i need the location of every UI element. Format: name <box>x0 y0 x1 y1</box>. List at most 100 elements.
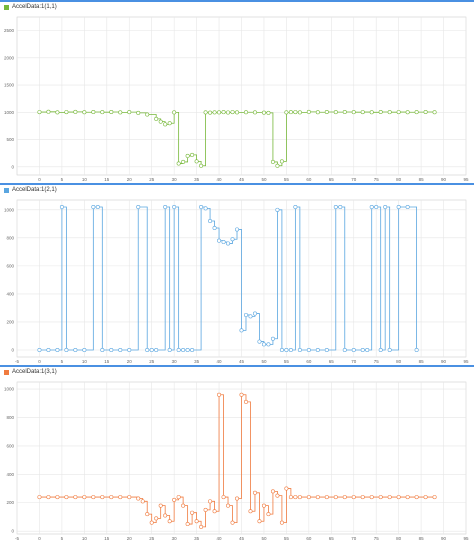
data-point <box>396 110 401 115</box>
y-tick-label: 2000 <box>4 55 15 60</box>
x-tick-label: 20 <box>127 177 133 182</box>
data-point <box>396 205 401 210</box>
data-point <box>91 495 96 500</box>
data-point <box>64 347 69 352</box>
data-point <box>221 495 226 500</box>
x-tick-label: 85 <box>419 536 425 541</box>
data-point <box>167 121 172 126</box>
data-point <box>266 342 271 347</box>
data-point <box>342 495 347 500</box>
data-point <box>109 495 114 500</box>
x-tick-label: 25 <box>149 536 155 541</box>
plot-area-3[interactable]: -5 0 5 10 15 20 25 30 35 40 45 50 55 60 65 70 75 80 85 90 95… <box>0 380 474 542</box>
y-tick-label: 600 <box>6 443 14 448</box>
data-point <box>288 495 293 500</box>
data-point <box>387 347 392 352</box>
data-point <box>181 347 186 352</box>
data-point <box>248 314 253 319</box>
legend-swatch-2 <box>4 188 9 193</box>
x-tick-label: 60 <box>306 177 312 182</box>
data-point <box>212 110 217 115</box>
data-point <box>252 311 257 316</box>
data-point <box>360 495 365 500</box>
data-point <box>288 110 293 115</box>
data-point <box>145 512 150 517</box>
x-tick-label: 25 <box>149 359 155 364</box>
y-tick-label: 1000 <box>4 387 15 392</box>
data-point <box>235 227 240 232</box>
legend-label-1[interactable]: AccelData:1(1,1) <box>12 4 57 10</box>
data-point <box>136 496 141 501</box>
data-point <box>46 347 51 352</box>
data-point <box>387 110 392 115</box>
data-point <box>149 347 154 352</box>
x-tick-label: 70 <box>351 359 357 364</box>
x-tick-label: 10 <box>82 359 88 364</box>
data-point <box>315 110 320 115</box>
data-point <box>194 159 199 164</box>
data-point <box>127 347 132 352</box>
y-tick-label: 400 <box>6 472 14 477</box>
legend-label-3[interactable]: AccelData:1(3,1) <box>12 369 57 375</box>
data-point <box>342 347 347 352</box>
data-point <box>181 159 186 164</box>
x-tick-label: 90 <box>441 536 447 541</box>
data-point <box>37 110 42 115</box>
y-tick-label: 500 <box>6 137 14 142</box>
x-tick-label: 55 <box>284 359 290 364</box>
x-tick-label: 15 <box>104 536 110 541</box>
data-point <box>306 109 311 114</box>
data-point <box>243 399 248 404</box>
y-tick-label: 200 <box>6 500 14 505</box>
x-tick-label: 50 <box>261 536 267 541</box>
x-tick-label: 75 <box>374 359 380 364</box>
data-point <box>100 110 105 115</box>
plot-area-2[interactable]: -5 0 5 10 15 20 25 30 35 40 45 50 55 60 65 70 75 80 85 90 95… <box>0 198 474 365</box>
x-tick-label: 45 <box>239 536 245 541</box>
data-point <box>127 110 132 115</box>
x-tick-label: 95 <box>463 177 469 182</box>
legend-swatch-3 <box>4 370 9 375</box>
x-tick-label: 65 <box>329 177 335 182</box>
data-point <box>378 110 383 115</box>
data-point <box>279 159 284 164</box>
data-point <box>284 110 289 115</box>
data-point <box>217 110 222 115</box>
y-tick-label: 1000 <box>4 110 15 115</box>
x-tick-label: 15 <box>104 359 110 364</box>
x-tick-label: 75 <box>374 177 380 182</box>
data-point <box>217 238 222 243</box>
plot-area-1[interactable]: 0 5 10 15 20 25 30 35 40 45 50 55 60 65 70 75 80 85 90 95 0 5… <box>0 15 474 183</box>
x-tick-label: 60 <box>306 359 312 364</box>
data-point <box>199 205 204 210</box>
data-point <box>221 110 226 115</box>
chart-panel-1: AccelData:1(1,1) 0 5 10 15 20 25 30 35 40 45 50 55 6… <box>0 0 474 183</box>
data-point <box>243 110 248 115</box>
data-point <box>297 495 302 500</box>
data-point <box>257 519 262 524</box>
data-point <box>172 110 177 115</box>
data-point <box>230 520 235 525</box>
x-tick-label: 95 <box>463 359 469 364</box>
data-point <box>136 110 141 115</box>
x-tick-label: 45 <box>239 359 245 364</box>
x-tick-label: 75 <box>374 536 380 541</box>
data-point <box>73 109 78 114</box>
x-tick-label: 5 <box>61 536 64 541</box>
x-tick-label: 0 <box>38 536 41 541</box>
data-point <box>172 497 177 502</box>
legend-label-2[interactable]: AccelData:1(2,1) <box>12 187 57 193</box>
data-point <box>315 347 320 352</box>
y-tick-label: 1000 <box>4 207 15 212</box>
x-tick-label: 15 <box>104 177 110 182</box>
data-point <box>145 347 150 352</box>
data-point <box>297 110 302 115</box>
data-point <box>46 109 51 114</box>
x-tick-label: 45 <box>239 177 245 182</box>
data-point <box>360 347 365 352</box>
data-point <box>118 495 123 500</box>
y-tick-label: 0 <box>11 529 14 534</box>
x-tick-label: 25 <box>149 177 155 182</box>
data-point <box>199 163 204 168</box>
x-tick-label: 50 <box>261 177 267 182</box>
